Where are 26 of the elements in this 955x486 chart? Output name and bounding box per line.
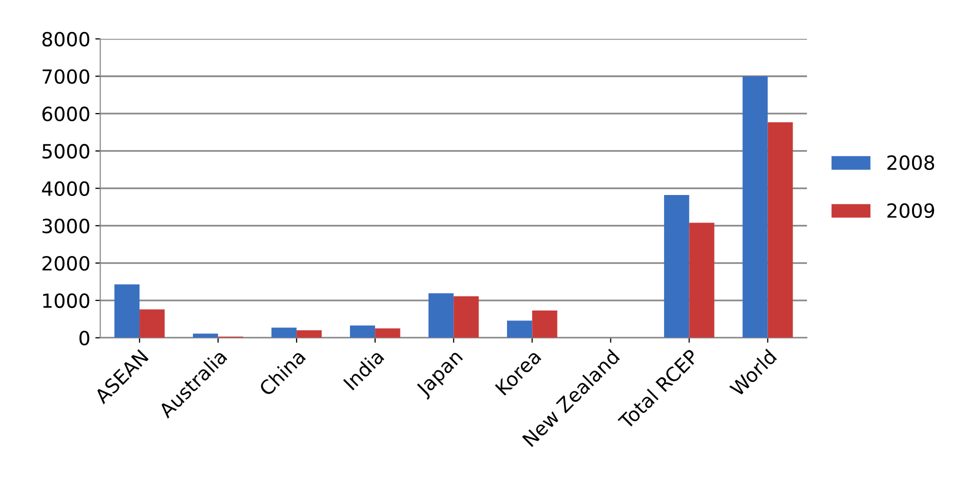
y-tick-label: 3000 [42,218,90,234]
y-tick-label: 7000 [42,69,90,84]
bar [768,122,793,338]
y-tick-label: 6000 [42,106,90,122]
y-tick-label: 5000 [42,144,90,159]
bar [114,284,140,338]
legend-label: 2009 [887,203,934,218]
bar [664,195,690,338]
bar [140,309,165,338]
bar [689,222,714,338]
y-tick-label: 4000 [42,181,90,196]
y-tick-label: 1000 [43,293,90,308]
y-tick-label: 8000 [42,32,90,47]
bar [532,310,558,338]
bar [296,330,322,338]
legend-label: 2008 [887,155,934,170]
bar [507,320,532,338]
bar [428,293,454,338]
bar [350,325,376,338]
y-tick-label: 2000 [42,256,90,271]
bar [742,76,768,338]
bar [454,296,479,338]
bar [271,328,297,338]
bar [192,334,218,338]
y-tick-label: 0 [79,330,90,346]
bar [375,328,400,338]
